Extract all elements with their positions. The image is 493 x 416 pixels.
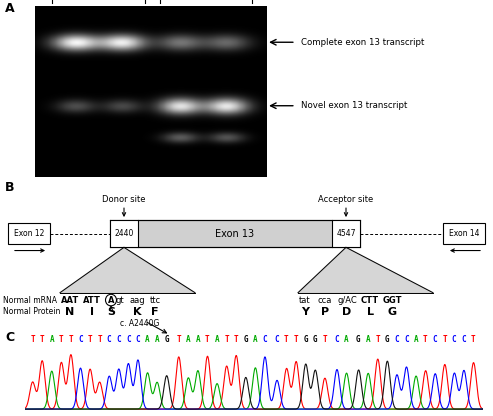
Text: Normal Protein: Normal Protein [3, 307, 60, 316]
Text: T: T [224, 335, 229, 344]
Text: G: G [356, 335, 361, 344]
Text: tat: tat [299, 296, 311, 305]
Text: C: C [404, 335, 409, 344]
Text: ttc: ttc [149, 296, 161, 305]
Bar [8, 223, 50, 244]
Text: B: B [5, 181, 14, 194]
Text: Affected: Affected [178, 10, 215, 20]
Text: GGT: GGT [382, 296, 402, 305]
Text: c. A2440G: c. A2440G [120, 319, 159, 328]
Text: gt: gt [116, 296, 124, 305]
Text: T: T [69, 335, 73, 344]
Text: T: T [205, 335, 210, 344]
Text: T: T [30, 335, 35, 344]
Text: T: T [284, 335, 289, 344]
Text: I: I [90, 307, 94, 317]
Text: C: C [5, 331, 14, 344]
Text: AAT: AAT [61, 296, 79, 305]
Text: A: A [366, 335, 370, 344]
Bar [110, 220, 360, 248]
Text: T: T [442, 335, 447, 344]
Text: C: C [78, 335, 83, 344]
Text: T: T [234, 335, 239, 344]
Text: G: G [303, 335, 308, 344]
Text: aag: aag [129, 296, 145, 305]
Text: A: A [344, 335, 349, 344]
Text: A: A [49, 335, 54, 344]
Text: C: C [136, 335, 140, 344]
Text: C: C [334, 335, 339, 344]
Text: A: A [253, 335, 257, 344]
Text: T: T [176, 335, 181, 344]
Text: C: C [126, 335, 131, 344]
Text: Novel exon 13 transcript: Novel exon 13 transcript [301, 101, 407, 110]
Text: Acceptor site: Acceptor site [318, 195, 374, 204]
Text: g/AC: g/AC [337, 296, 357, 305]
Text: C: C [275, 335, 279, 344]
Text: G: G [164, 335, 169, 344]
Text: S: S [107, 307, 115, 317]
Text: Normal mRNA: Normal mRNA [3, 296, 57, 305]
Text: C: C [394, 335, 399, 344]
Text: Donor site: Donor site [102, 195, 146, 204]
Text: Exon 12: Exon 12 [14, 229, 44, 238]
Text: G: G [313, 335, 317, 344]
Text: K: K [133, 307, 141, 317]
Polygon shape [298, 248, 433, 293]
Text: A: A [195, 335, 200, 344]
Bar [332, 220, 360, 248]
Text: C: C [461, 335, 466, 344]
Text: T: T [97, 335, 102, 344]
Text: T: T [471, 335, 475, 344]
Bar [110, 220, 138, 248]
Text: C: C [262, 335, 267, 344]
Text: A: A [155, 335, 159, 344]
Text: C: C [452, 335, 457, 344]
Text: CTT: CTT [361, 296, 379, 305]
Text: A: A [5, 2, 15, 15]
Text: T: T [423, 335, 427, 344]
Text: Exon 13: Exon 13 [215, 229, 254, 239]
Text: Y: Y [301, 307, 309, 317]
Text: Unaffected: Unaffected [56, 10, 106, 20]
Text: G: G [387, 307, 396, 317]
Text: Exon 14: Exon 14 [449, 229, 479, 238]
Text: T: T [322, 335, 327, 344]
Text: C: C [107, 335, 111, 344]
Text: T: T [375, 335, 380, 344]
Text: F: F [151, 307, 159, 317]
Text: T: T [40, 335, 44, 344]
Text: 4547: 4547 [336, 229, 356, 238]
Text: C: C [432, 335, 437, 344]
Text: T: T [88, 335, 92, 344]
Text: A: A [414, 335, 418, 344]
Text: G: G [385, 335, 389, 344]
Polygon shape [60, 248, 195, 293]
Text: 2440: 2440 [114, 229, 134, 238]
Text: G: G [244, 335, 248, 344]
Bar [443, 223, 485, 244]
Text: P: P [321, 307, 329, 317]
Text: D: D [342, 307, 352, 317]
Text: T: T [59, 335, 64, 344]
Text: C: C [116, 335, 121, 344]
Text: A: A [214, 335, 219, 344]
Text: N: N [66, 307, 74, 317]
Text: A: A [145, 335, 150, 344]
Text: ATT: ATT [83, 296, 101, 305]
Text: cca: cca [318, 296, 332, 305]
Text: T: T [294, 335, 298, 344]
Text: L: L [366, 307, 374, 317]
Text: A: A [108, 296, 114, 305]
Text: A: A [186, 335, 190, 344]
Text: Complete exon 13 transcript: Complete exon 13 transcript [301, 38, 424, 47]
